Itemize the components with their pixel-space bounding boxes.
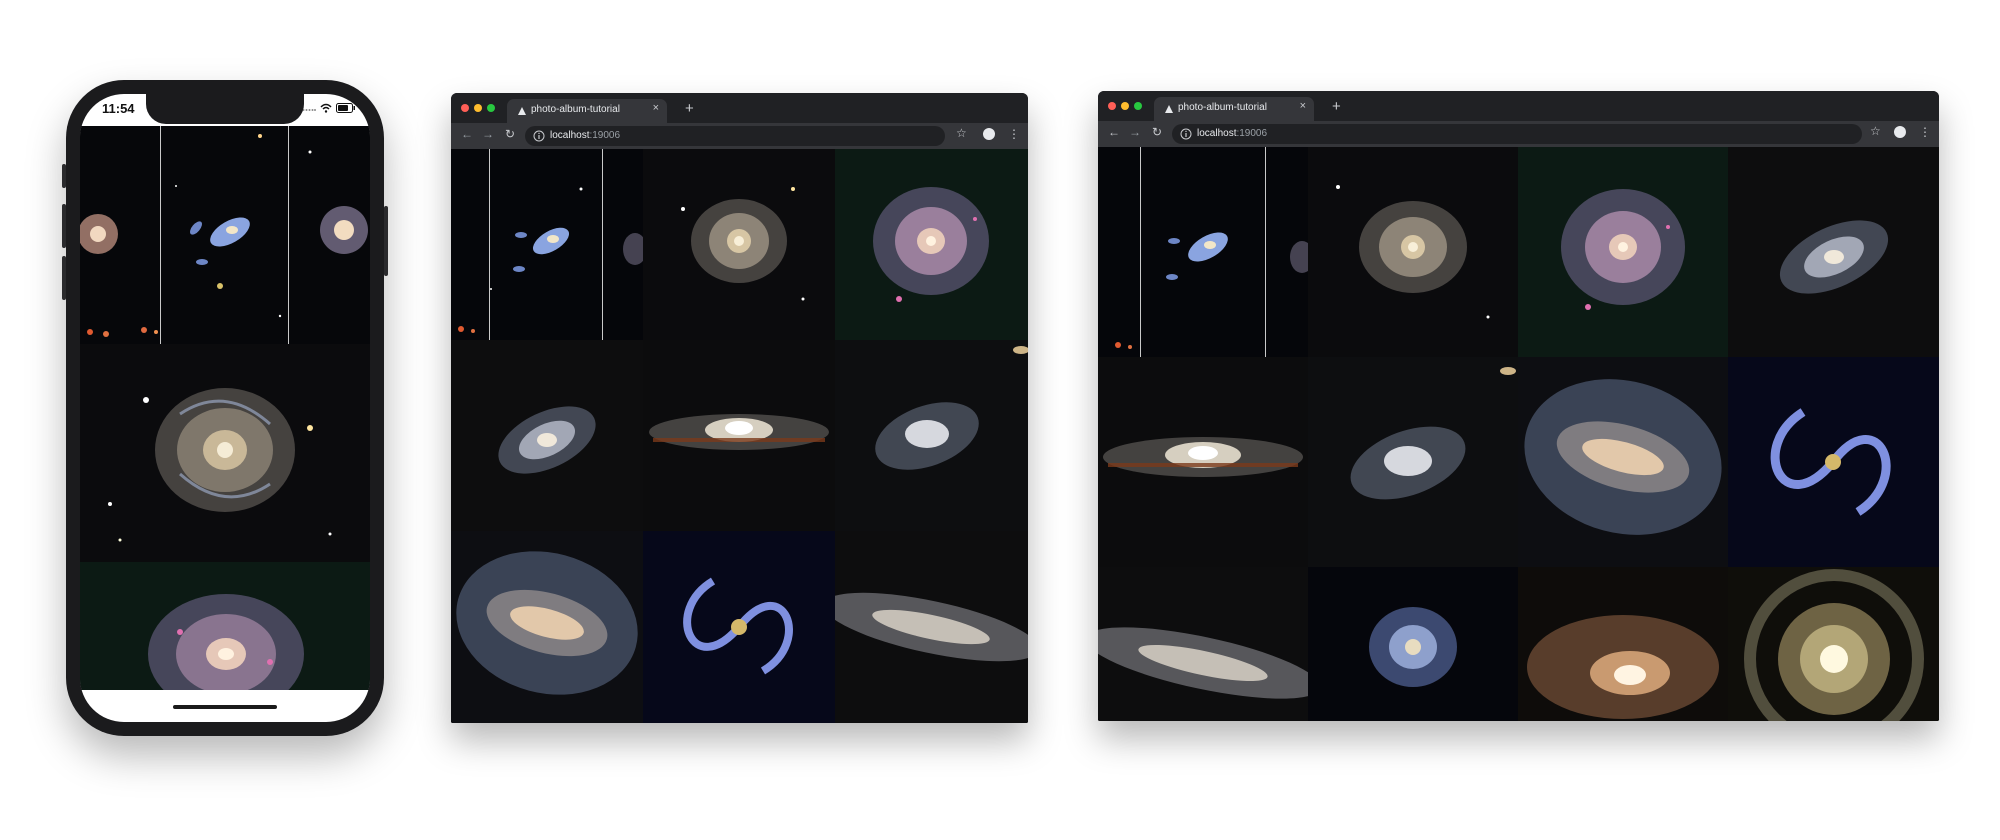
tab-close-icon[interactable]: × xyxy=(652,102,659,114)
menu-kebab-icon[interactable]: ⋮ xyxy=(1919,125,1931,139)
photo-galaxy-group[interactable] xyxy=(80,126,370,344)
photo-sombrero-galaxy[interactable] xyxy=(1098,357,1308,567)
tab-bar: photo-album-tutorial × + xyxy=(1098,91,1939,121)
phone-status-bar: 11:54 xyxy=(80,94,370,126)
photo-dusty-spiral[interactable] xyxy=(1518,567,1728,721)
bookmark-star-icon[interactable]: ☆ xyxy=(956,126,967,140)
phone-photo-grid[interactable] xyxy=(80,126,370,690)
phone-volume-up-button xyxy=(62,204,66,248)
menu-kebab-icon[interactable]: ⋮ xyxy=(1008,127,1020,141)
reload-icon[interactable]: ↻ xyxy=(505,127,516,141)
reload-icon[interactable]: ↻ xyxy=(1152,125,1163,139)
image-seam-line xyxy=(1265,147,1266,357)
photo-diffuse-galaxy[interactable] xyxy=(835,340,1028,531)
photo-blue-face-on-spiral[interactable] xyxy=(1308,567,1518,721)
photo-tilted-spiral[interactable] xyxy=(1728,147,1939,357)
phone-device: 11:54 xyxy=(62,80,388,736)
account-icon[interactable] xyxy=(983,128,995,140)
phone-volume-down-button xyxy=(62,256,66,300)
photo-grid[interactable] xyxy=(1098,147,1939,721)
tab-title: photo-album-tutorial xyxy=(531,104,620,115)
url-host: localhost xyxy=(550,130,590,141)
photo-ring-galaxy[interactable] xyxy=(1728,567,1939,721)
bookmark-star-icon[interactable]: ☆ xyxy=(1870,124,1881,138)
tab-photo-album[interactable]: photo-album-tutorial × xyxy=(1154,97,1314,121)
photo-blue-spiral[interactable] xyxy=(643,531,835,723)
status-time: 11:54 xyxy=(102,101,135,116)
url-port: :19006 xyxy=(1236,128,1268,139)
photo-pink-spiral[interactable] xyxy=(835,149,1028,340)
expo-favicon-icon xyxy=(1163,102,1175,120)
home-indicator[interactable] xyxy=(173,705,277,709)
photo-edge-on-galaxy[interactable] xyxy=(1098,567,1308,721)
new-tab-button[interactable]: + xyxy=(685,100,694,117)
photo-blue-spiral[interactable] xyxy=(1728,357,1939,567)
image-seam-line xyxy=(602,149,603,340)
back-icon[interactable]: ← xyxy=(461,127,473,141)
image-seam-line xyxy=(489,149,490,340)
url-host: localhost xyxy=(1197,128,1237,139)
browser-toolbar: ← → ↻ localhost:19006 ☆ ⋮ xyxy=(1098,121,1939,147)
url-text: localhost:19006 xyxy=(1197,128,1267,139)
photo-diffuse-galaxy[interactable] xyxy=(1308,357,1518,567)
photo-barred-spiral[interactable] xyxy=(1518,357,1728,567)
photo-grid[interactable] xyxy=(451,149,1028,723)
minimize-window-button[interactable] xyxy=(1121,102,1129,110)
back-icon[interactable]: ← xyxy=(1108,125,1120,139)
zoom-window-button[interactable] xyxy=(1134,102,1142,110)
image-seam-line xyxy=(288,126,289,344)
phone-mute-switch xyxy=(62,164,66,188)
photo-spiral-galaxy[interactable] xyxy=(643,149,835,340)
browser-window-small: photo-album-tutorial × + ← → ↻ localhost… xyxy=(451,93,1028,723)
forward-icon[interactable]: → xyxy=(1129,125,1141,139)
account-icon[interactable] xyxy=(1894,126,1906,138)
close-window-button[interactable] xyxy=(1108,102,1116,110)
address-bar[interactable]: localhost:19006 xyxy=(525,126,945,146)
photo-spiral-galaxy[interactable] xyxy=(1308,147,1518,357)
browser-toolbar: ← → ↻ localhost:19006 ☆ ⋮ xyxy=(451,123,1028,149)
tab-bar: photo-album-tutorial × + xyxy=(451,93,1028,123)
tab-title: photo-album-tutorial xyxy=(1178,102,1267,113)
wifi-icon xyxy=(320,100,332,118)
phone-screen: 11:54 xyxy=(80,94,370,722)
photo-barred-spiral[interactable] xyxy=(451,531,643,723)
tab-photo-album[interactable]: photo-album-tutorial × xyxy=(507,99,667,123)
phone-notch xyxy=(146,94,304,124)
photo-edge-on-galaxy[interactable] xyxy=(835,531,1028,723)
photo-galaxy-group[interactable] xyxy=(451,149,643,340)
browser-window-large: photo-album-tutorial × + ← → ↻ localhost… xyxy=(1098,91,1939,721)
photo-tilted-spiral[interactable] xyxy=(451,340,643,531)
image-seam-line xyxy=(1140,147,1141,357)
forward-icon[interactable]: → xyxy=(482,127,494,141)
url-port: :19006 xyxy=(589,130,621,141)
photo-galaxy-group[interactable] xyxy=(1098,147,1308,357)
url-text: localhost:19006 xyxy=(550,130,620,141)
image-seam-line xyxy=(160,126,161,344)
photo-sombrero-galaxy[interactable] xyxy=(643,340,835,531)
info-icon[interactable] xyxy=(533,129,545,147)
address-bar[interactable]: localhost:19006 xyxy=(1172,124,1862,144)
battery-icon xyxy=(336,100,356,118)
close-window-button[interactable] xyxy=(461,104,469,112)
phone-side-button xyxy=(384,206,388,276)
tab-close-icon[interactable]: × xyxy=(1299,100,1306,112)
info-icon[interactable] xyxy=(1180,127,1192,145)
signal-dots-icon xyxy=(302,100,316,118)
zoom-window-button[interactable] xyxy=(487,104,495,112)
minimize-window-button[interactable] xyxy=(474,104,482,112)
new-tab-button[interactable]: + xyxy=(1332,98,1341,115)
photo-pink-spiral[interactable] xyxy=(80,562,370,690)
photo-pink-spiral[interactable] xyxy=(1518,147,1728,357)
photo-spiral-galaxy[interactable] xyxy=(80,344,370,562)
expo-favicon-icon xyxy=(516,104,528,122)
